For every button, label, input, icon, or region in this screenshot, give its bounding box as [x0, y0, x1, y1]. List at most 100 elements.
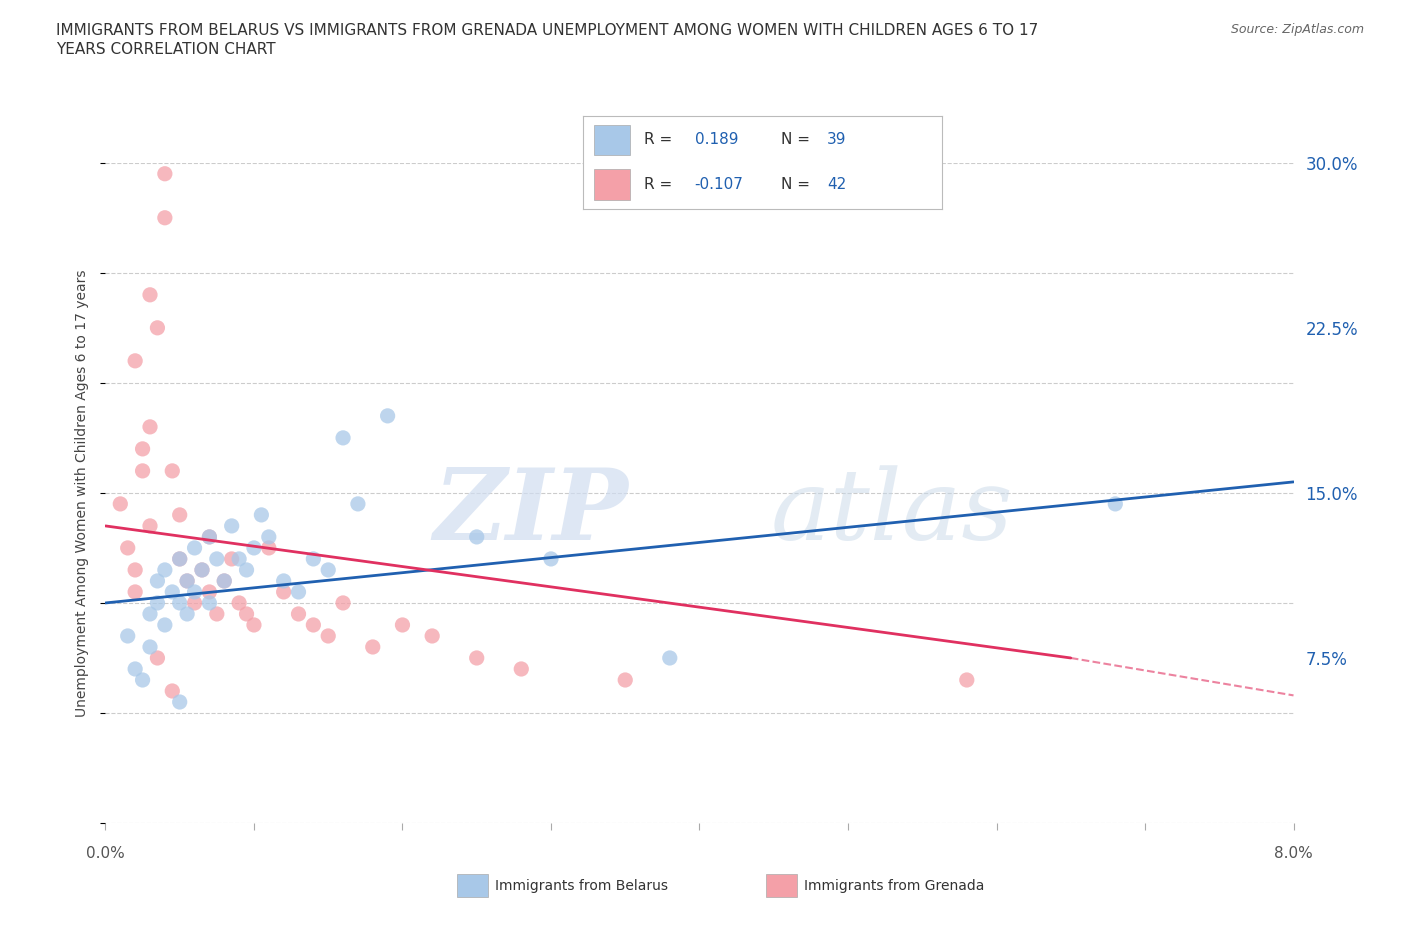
- Point: [243, 618, 266, 632]
- Point: [153, 166, 176, 181]
- Point: [176, 574, 198, 589]
- Point: [139, 419, 162, 434]
- Point: [146, 595, 169, 610]
- Point: [302, 618, 325, 632]
- Point: [377, 408, 399, 423]
- Point: [124, 585, 146, 600]
- Point: [124, 563, 146, 578]
- Point: [183, 540, 205, 555]
- Point: [205, 606, 228, 621]
- Point: [139, 606, 162, 621]
- Point: [176, 574, 198, 589]
- Point: [169, 551, 191, 566]
- Text: N =: N =: [780, 177, 814, 193]
- Point: [162, 463, 184, 478]
- Point: [257, 529, 280, 544]
- Point: [465, 651, 488, 666]
- Point: [139, 640, 162, 655]
- Point: [257, 540, 280, 555]
- Point: [287, 606, 309, 621]
- Point: [153, 563, 176, 578]
- Text: -0.107: -0.107: [695, 177, 744, 193]
- Point: [139, 519, 162, 534]
- Point: [214, 574, 236, 589]
- Point: [420, 629, 443, 644]
- Point: [124, 353, 146, 368]
- Text: 8.0%: 8.0%: [1274, 845, 1313, 861]
- Point: [131, 463, 153, 478]
- Text: atlas: atlas: [770, 465, 1014, 561]
- Point: [176, 606, 198, 621]
- Point: [273, 585, 295, 600]
- Point: [214, 574, 236, 589]
- Point: [347, 497, 370, 512]
- Point: [198, 595, 221, 610]
- Point: [316, 629, 339, 644]
- Text: 0.0%: 0.0%: [86, 845, 125, 861]
- Text: 42: 42: [827, 177, 846, 193]
- Point: [287, 585, 309, 600]
- Point: [302, 551, 325, 566]
- Point: [361, 640, 384, 655]
- Point: [153, 618, 176, 632]
- Point: [332, 595, 354, 610]
- Point: [117, 540, 139, 555]
- Point: [198, 529, 221, 544]
- Point: [221, 519, 243, 534]
- Point: [198, 585, 221, 600]
- Point: [169, 695, 191, 710]
- Point: [316, 563, 339, 578]
- Point: [191, 563, 214, 578]
- Point: [391, 618, 413, 632]
- Text: Immigrants from Grenada: Immigrants from Grenada: [804, 879, 984, 894]
- Point: [162, 684, 184, 698]
- Point: [235, 563, 257, 578]
- Text: 39: 39: [827, 132, 846, 148]
- Text: N =: N =: [780, 132, 814, 148]
- Point: [250, 508, 273, 523]
- Point: [465, 529, 488, 544]
- Point: [183, 595, 205, 610]
- Text: YEARS CORRELATION CHART: YEARS CORRELATION CHART: [56, 42, 276, 57]
- Point: [191, 563, 214, 578]
- Point: [956, 672, 979, 687]
- Text: R =: R =: [644, 177, 678, 193]
- Point: [540, 551, 562, 566]
- Point: [1104, 497, 1126, 512]
- Point: [510, 661, 533, 676]
- Point: [153, 210, 176, 225]
- Point: [273, 574, 295, 589]
- Point: [169, 551, 191, 566]
- Point: [169, 595, 191, 610]
- Text: ZIP: ZIP: [433, 464, 628, 561]
- Point: [131, 442, 153, 457]
- Point: [198, 529, 221, 544]
- Point: [332, 431, 354, 445]
- Point: [146, 574, 169, 589]
- Point: [228, 595, 250, 610]
- Text: Source: ZipAtlas.com: Source: ZipAtlas.com: [1230, 23, 1364, 36]
- Point: [110, 497, 132, 512]
- Bar: [595, 169, 630, 200]
- Y-axis label: Unemployment Among Women with Children Ages 6 to 17 years: Unemployment Among Women with Children A…: [76, 269, 90, 717]
- Point: [205, 551, 228, 566]
- Point: [146, 321, 169, 336]
- Text: Immigrants from Belarus: Immigrants from Belarus: [495, 879, 668, 894]
- Point: [228, 551, 250, 566]
- Point: [169, 508, 191, 523]
- Text: R =: R =: [644, 132, 678, 148]
- Point: [162, 585, 184, 600]
- Point: [243, 540, 266, 555]
- Point: [117, 629, 139, 644]
- Text: 0.189: 0.189: [695, 132, 738, 148]
- Point: [235, 606, 257, 621]
- Point: [146, 651, 169, 666]
- Point: [131, 672, 153, 687]
- Point: [139, 287, 162, 302]
- Point: [183, 585, 205, 600]
- Point: [614, 672, 637, 687]
- Bar: [595, 125, 630, 155]
- Point: [124, 661, 146, 676]
- Text: IMMIGRANTS FROM BELARUS VS IMMIGRANTS FROM GRENADA UNEMPLOYMENT AMONG WOMEN WITH: IMMIGRANTS FROM BELARUS VS IMMIGRANTS FR…: [56, 23, 1039, 38]
- Point: [658, 651, 681, 666]
